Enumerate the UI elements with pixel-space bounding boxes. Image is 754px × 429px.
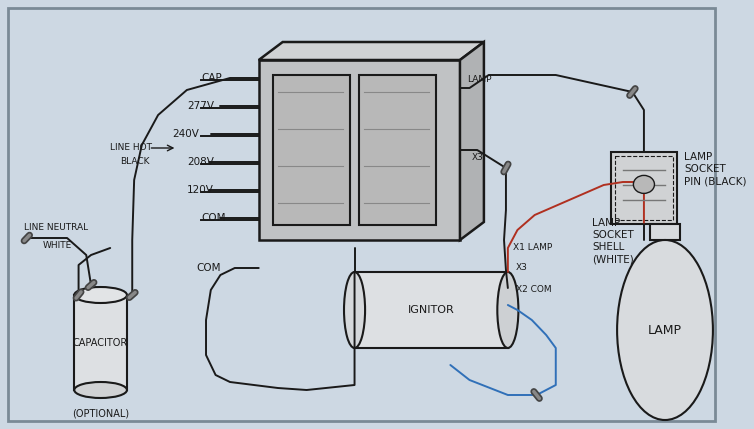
Text: SOCKET: SOCKET [592,230,634,240]
Bar [259,60,460,240]
Text: PIN (BLACK): PIN (BLACK) [684,176,746,186]
Ellipse shape [633,175,654,193]
Ellipse shape [617,240,713,420]
Text: LAMP: LAMP [467,76,492,85]
Text: CAP: CAP [201,73,222,83]
Text: SHELL: SHELL [592,242,624,252]
Text: (OPTIONAL): (OPTIONAL) [72,408,129,418]
Text: 240V: 240V [173,129,199,139]
Text: BLACK: BLACK [120,157,149,166]
Bar [615,156,673,220]
Text: WHITE: WHITE [43,241,72,250]
Ellipse shape [74,382,127,398]
Text: X1 LAMP: X1 LAMP [513,244,552,253]
Bar [360,75,436,225]
Bar [354,272,508,348]
Ellipse shape [344,272,365,348]
Text: COM: COM [197,263,221,273]
Bar [273,75,350,225]
Text: CAPACITOR: CAPACITOR [73,338,128,347]
Text: IGNITOR: IGNITOR [408,305,455,315]
Text: 277V: 277V [187,101,214,111]
Bar [611,152,676,224]
Text: SOCKET: SOCKET [684,164,726,174]
Bar [74,295,127,390]
Text: LAMP: LAMP [684,152,713,162]
Text: LAMP: LAMP [592,218,621,228]
Text: LAMP: LAMP [648,323,682,336]
Text: X2 COM: X2 COM [516,286,551,294]
Text: X3: X3 [471,154,483,163]
Text: LINE HOT: LINE HOT [110,143,152,152]
Bar [650,224,680,240]
Polygon shape [259,42,484,60]
Text: LINE NEUTRAL: LINE NEUTRAL [24,224,88,233]
Ellipse shape [74,287,127,303]
Ellipse shape [498,272,519,348]
Text: (WHITE): (WHITE) [592,254,634,264]
Text: 208V: 208V [187,157,213,167]
Text: 120V: 120V [187,185,213,195]
Text: X3: X3 [516,263,527,272]
Text: COM: COM [201,213,225,223]
Polygon shape [460,42,484,240]
